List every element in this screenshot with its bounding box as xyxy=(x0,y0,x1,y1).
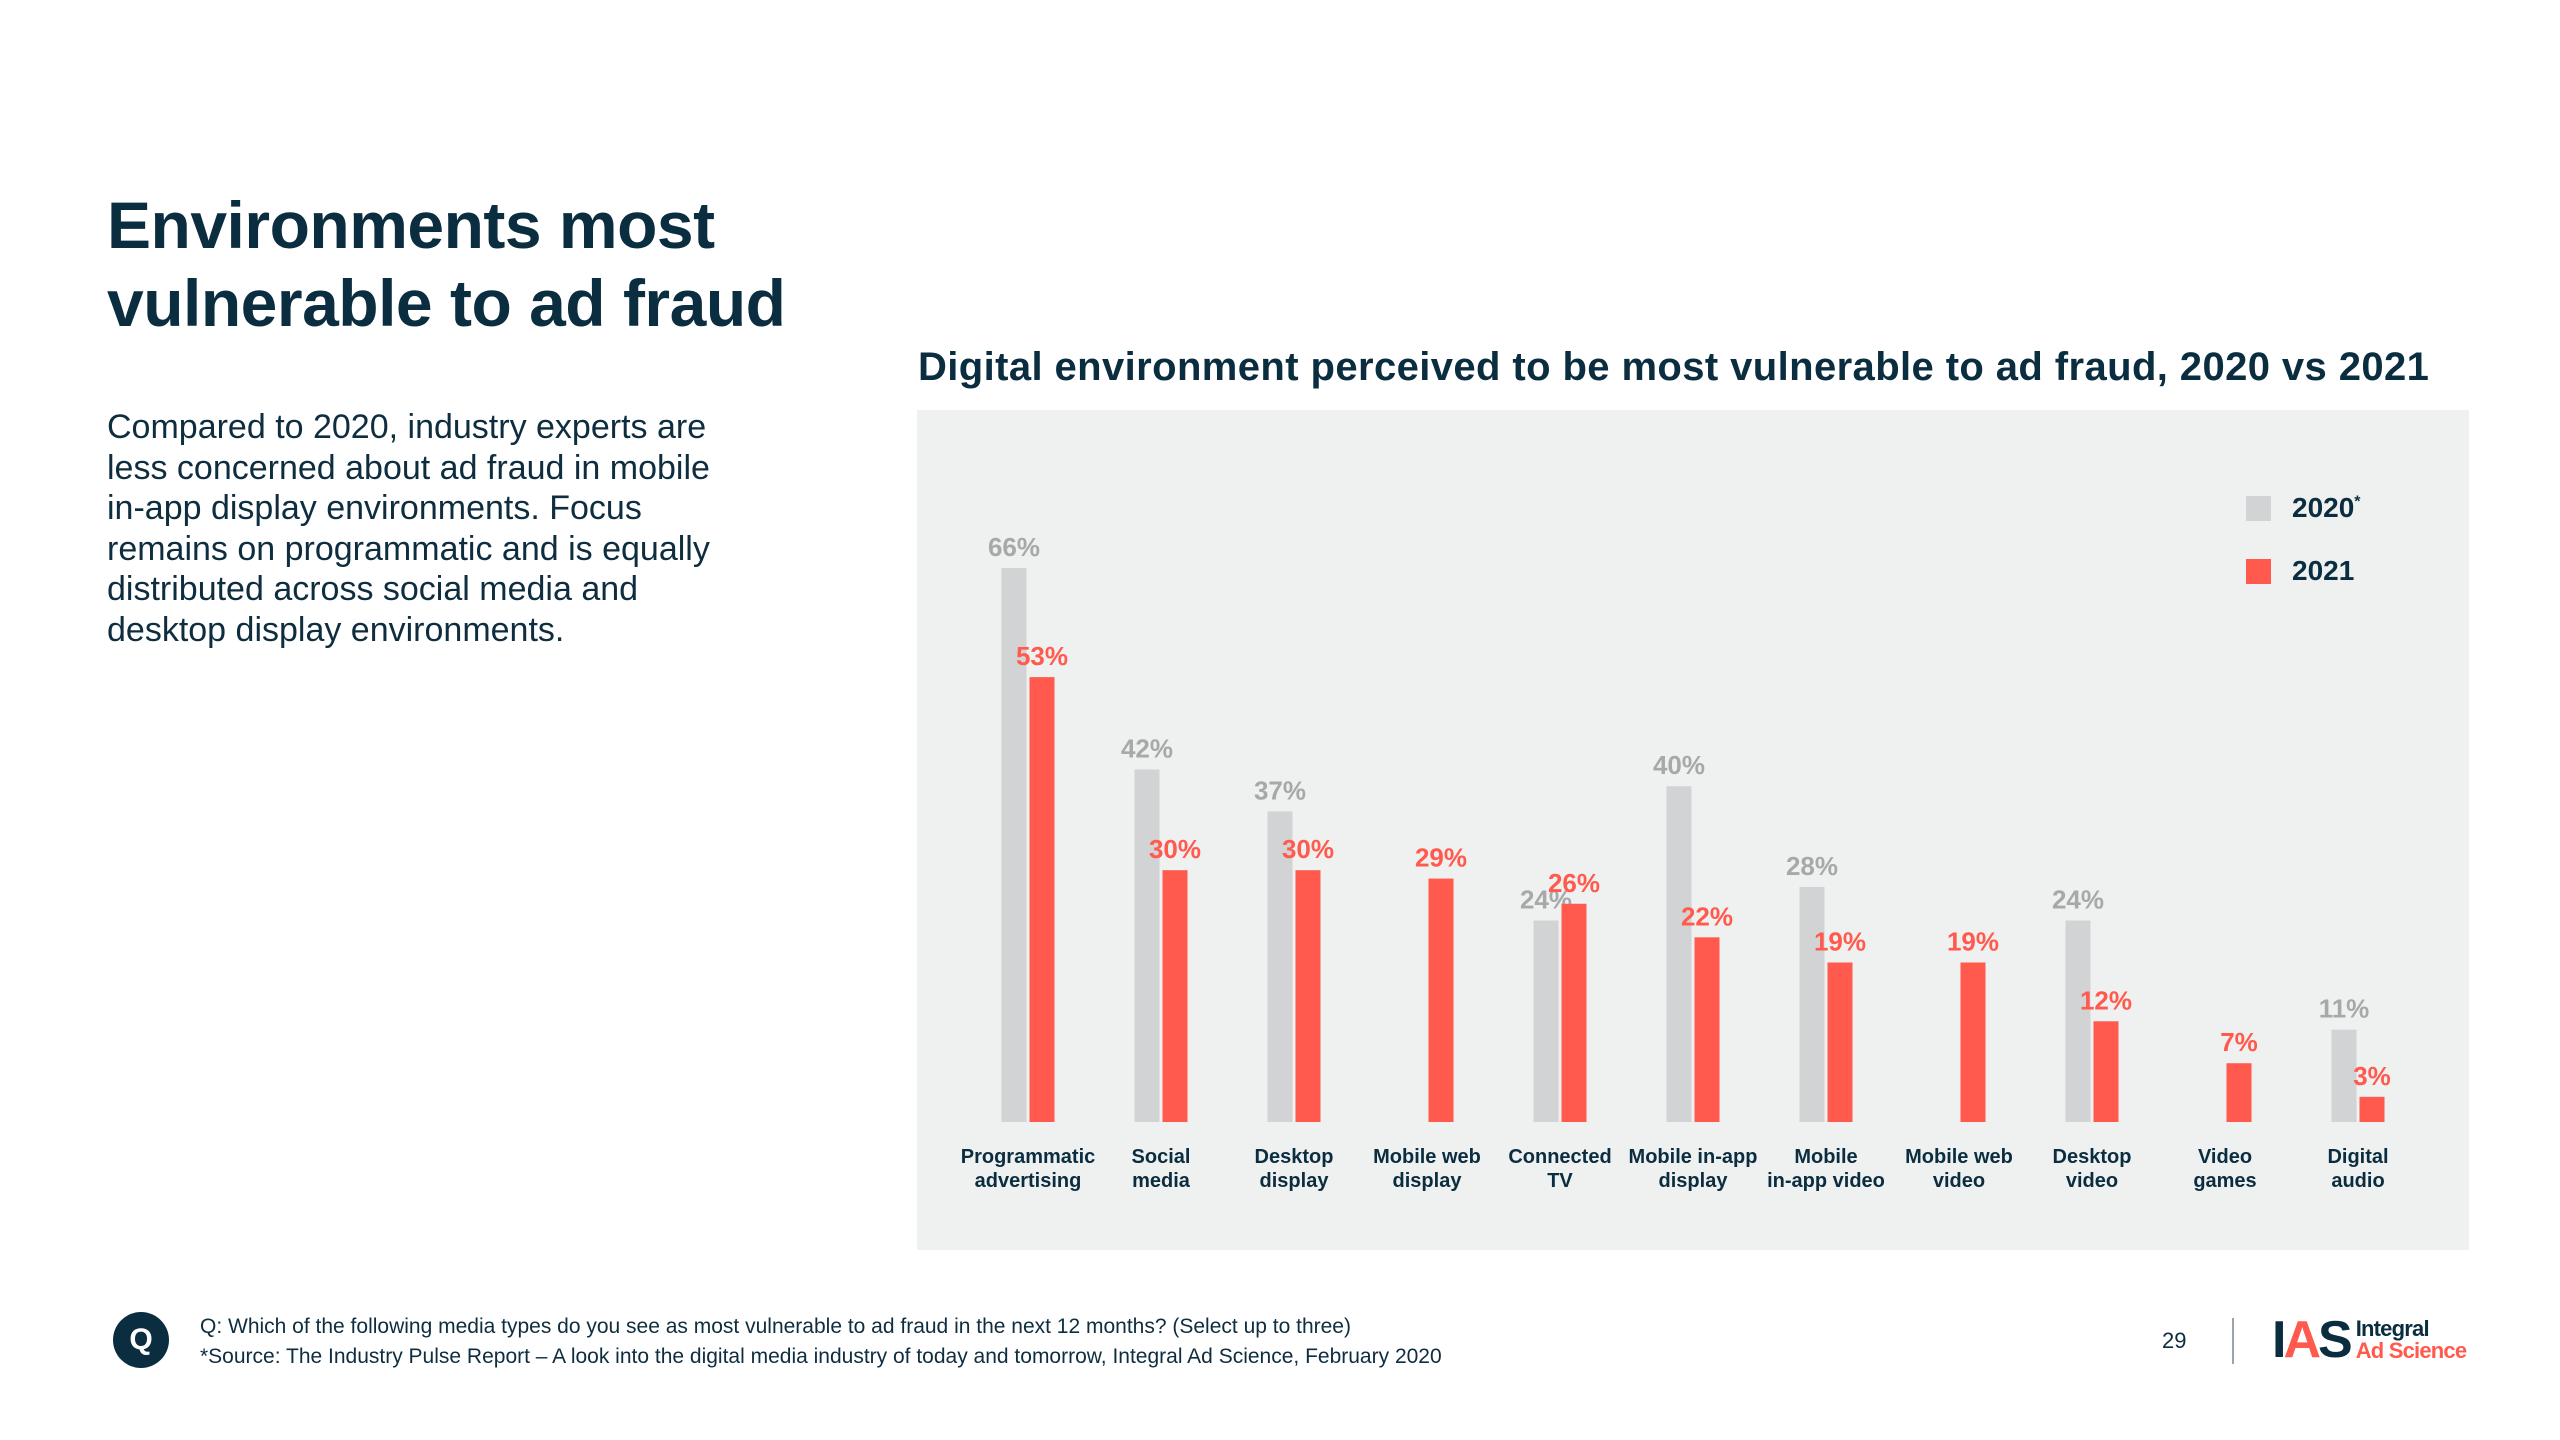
category-label-mobile-web-display-line-2: display xyxy=(1393,1170,1463,1192)
bar-2021-connected-tv xyxy=(1561,903,1587,1122)
value-label-2021-connected-tv: 26% xyxy=(1548,868,1600,898)
value-label-2021-video-games: 7% xyxy=(2220,1027,2258,1057)
value-label-2020-desktop-video: 24% xyxy=(2052,885,2104,915)
page-title-line-2: vulnerable to ad fraud xyxy=(107,266,786,340)
bar-2020-desktop-video xyxy=(2065,920,2091,1122)
bar-2020-mobile-in-app-video xyxy=(1799,886,1825,1122)
value-label-2020-programmatic-advertising: 66% xyxy=(988,532,1040,562)
page-number: 29 xyxy=(2162,1328,2187,1353)
category-label-social-media-line-1: Social xyxy=(1132,1146,1191,1168)
value-label-2021-mobile-web-video: 19% xyxy=(1947,927,1999,957)
value-label-2021-mobile-in-app-display: 22% xyxy=(1681,901,1733,931)
question-badge: Q xyxy=(113,1312,169,1368)
value-label-2020-digital-audio: 11% xyxy=(2319,994,2370,1024)
bar-2021-mobile-in-app-video xyxy=(1827,962,1853,1122)
value-label-2021-programmatic-advertising: 53% xyxy=(1016,641,1068,671)
value-label-2020-social-media: 42% xyxy=(1121,733,1173,763)
category-label-mobile-web-video-line-1: Mobile web xyxy=(1905,1146,2013,1168)
value-label-2020-desktop-display: 37% xyxy=(1254,775,1306,805)
bar-2021-digital-audio xyxy=(2359,1096,2385,1122)
value-label-2021-social-media: 30% xyxy=(1149,834,1201,864)
value-label-2021-mobile-web-display: 29% xyxy=(1415,843,1467,873)
category-label-desktop-display-line-2: display xyxy=(1260,1170,1330,1192)
category-label-social-media-line-2: media xyxy=(1132,1170,1191,1192)
bar-2021-social-media xyxy=(1162,870,1188,1122)
page-title: Environments most vulnerable to ad fraud xyxy=(107,186,867,342)
bar-2021-mobile-web-video xyxy=(1960,962,1986,1122)
category-label-mobile-in-app-video-line-2: in-app video xyxy=(1767,1170,1885,1192)
footer-divider xyxy=(2232,1318,2234,1364)
category-label-programmatic-advertising-line-2: advertising xyxy=(975,1170,1082,1192)
category-label-video-games-line-2: games xyxy=(2193,1170,2256,1192)
value-label-2020-mobile-in-app-display: 40% xyxy=(1653,750,1705,780)
value-label-2021-desktop-display: 30% xyxy=(1282,834,1334,864)
bar-2021-mobile-web-display xyxy=(1428,878,1454,1122)
chart-title: Digital environment perceived to be most… xyxy=(918,345,2430,389)
legend-item-2021: 2021 xyxy=(2246,555,2361,586)
bar-2020-connected-tv xyxy=(1533,920,1559,1122)
footer-notes: Q: Which of the following media types do… xyxy=(200,1312,1442,1372)
category-label-mobile-web-display-line-1: Mobile web xyxy=(1373,1146,1481,1168)
value-label-2020-mobile-in-app-video: 28% xyxy=(1786,851,1838,881)
bar-2020-desktop-display xyxy=(1267,811,1293,1122)
value-label-2021-digital-audio: 3% xyxy=(2353,1061,2391,1091)
category-label-connected-tv-line-1: Connected xyxy=(1508,1146,1611,1168)
page-title-line-1: Environments most xyxy=(107,188,715,262)
category-label-mobile-in-app-display-line-2: display xyxy=(1659,1170,1729,1192)
bar-2020-social-media xyxy=(1134,769,1160,1122)
legend-label-2021: 2021 xyxy=(2292,555,2355,586)
bar-2020-programmatic-advertising xyxy=(1001,568,1027,1122)
category-label-programmatic-advertising-line-1: Programmatic xyxy=(961,1146,1096,1168)
category-label-mobile-in-app-video-line-1: Mobile xyxy=(1794,1146,1857,1168)
bar-2021-video-games xyxy=(2226,1063,2252,1122)
value-label-2021-mobile-in-app-video: 19% xyxy=(1814,927,1866,957)
legend-swatch-2021 xyxy=(2246,558,2271,584)
category-label-desktop-display-line-1: Desktop xyxy=(1255,1146,1334,1168)
bar-2021-programmatic-advertising xyxy=(1029,677,1055,1122)
category-label-digital-audio-line-1: Digital xyxy=(2327,1146,2388,1168)
legend-swatch-2020 xyxy=(2246,495,2271,521)
bar-2021-mobile-in-app-display xyxy=(1694,937,1720,1122)
ias-logo-wordmark: Integral Ad Science xyxy=(2355,1316,2467,1363)
survey-question: Q: Which of the following media types do… xyxy=(200,1315,1351,1338)
source-note: *Source: The Industry Pulse Report – A l… xyxy=(200,1345,1442,1368)
bar-2021-desktop-video xyxy=(2093,1021,2119,1122)
chart-legend: 2020* 2021 xyxy=(2246,492,2361,621)
category-label-desktop-video-line-2: video xyxy=(2066,1170,2118,1192)
summary-text: Compared to 2020, industry experts are l… xyxy=(107,408,710,649)
category-label-digital-audio-line-2: audio xyxy=(2331,1170,2384,1192)
value-label-2021-desktop-video: 12% xyxy=(2080,985,2132,1015)
category-label-mobile-in-app-display-line-1: Mobile in-app xyxy=(1629,1146,1758,1168)
category-label-desktop-video-line-1: Desktop xyxy=(2053,1146,2132,1168)
bar-2020-digital-audio xyxy=(2331,1029,2357,1122)
bar-2021-desktop-display xyxy=(1295,870,1321,1122)
bar-2020-mobile-in-app-display xyxy=(1666,786,1692,1122)
legend-item-2020: 2020* xyxy=(2246,492,2361,523)
category-label-connected-tv-line-2: TV xyxy=(1547,1170,1573,1192)
category-label-mobile-web-video-line-2: video xyxy=(1933,1170,1985,1192)
category-label-video-games-line-1: Video xyxy=(2198,1146,2252,1168)
legend-label-2020: 2020* xyxy=(2292,492,2361,523)
